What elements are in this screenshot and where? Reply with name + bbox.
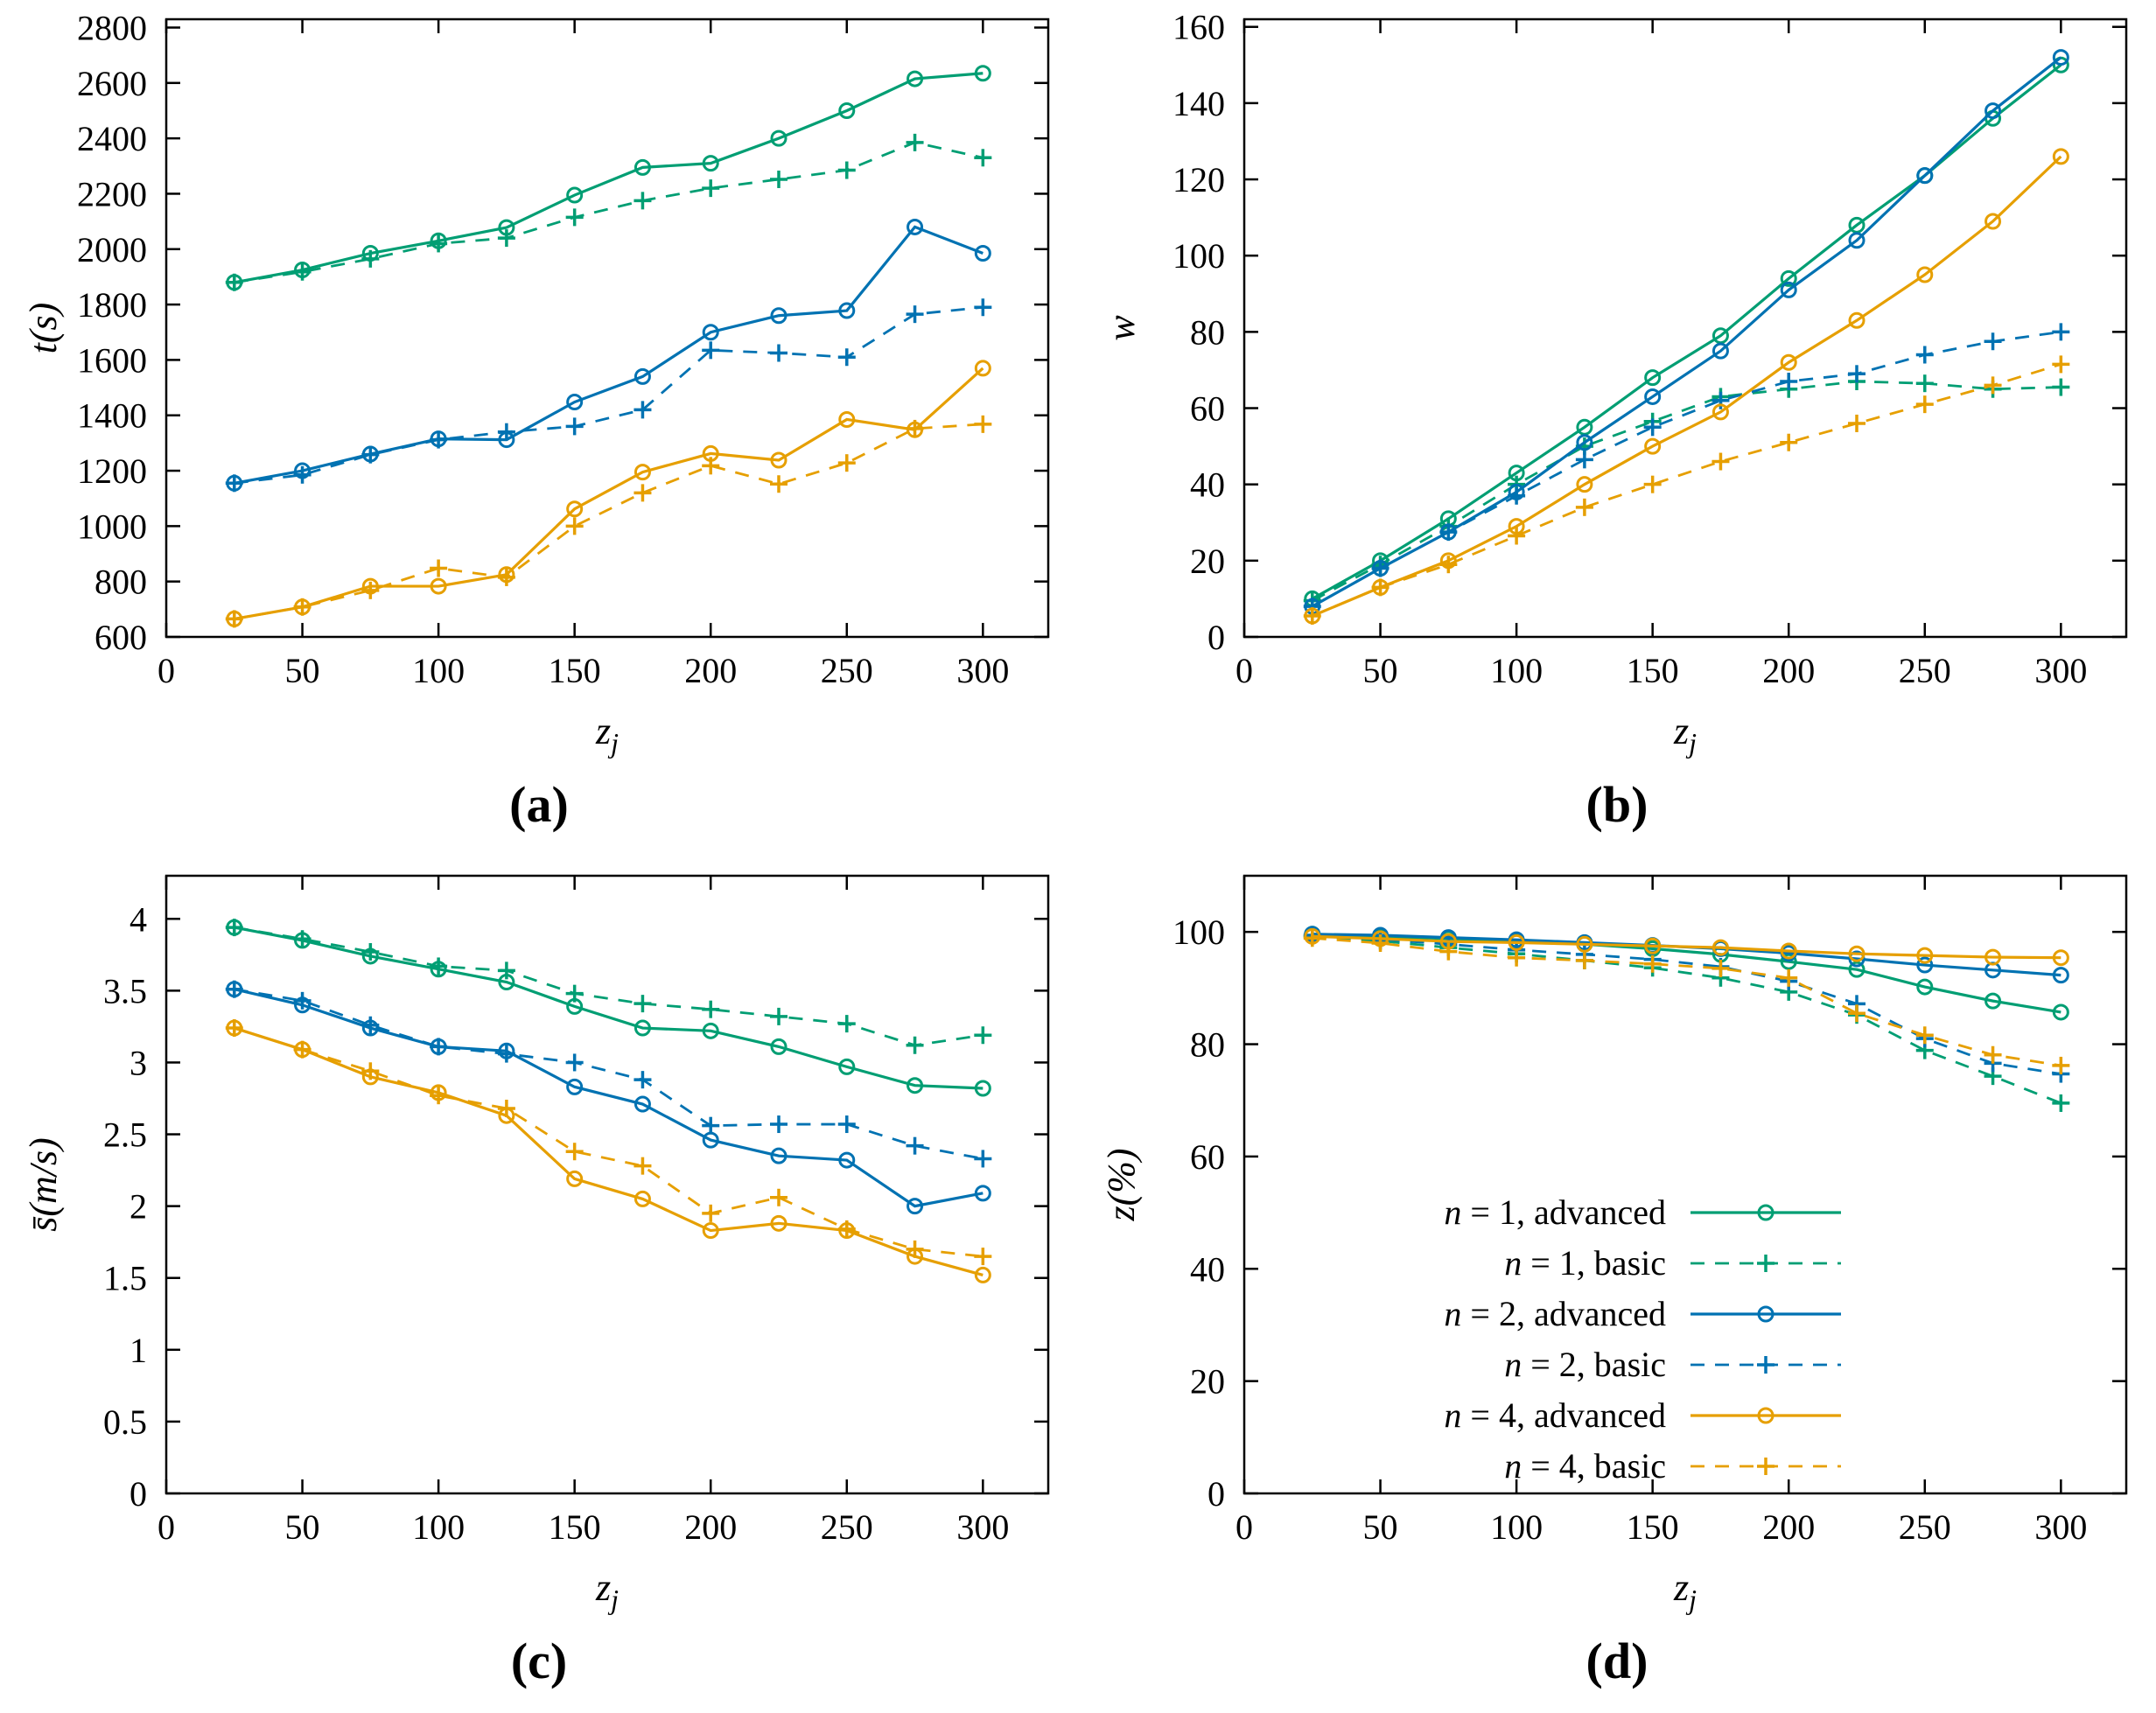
svg-text:2400: 2400	[77, 119, 147, 158]
svg-text:600: 600	[94, 618, 147, 657]
svg-text:1600: 1600	[77, 340, 147, 380]
svg-text:150: 150	[1627, 651, 1679, 690]
svg-text:150: 150	[549, 1507, 601, 1547]
svg-text:100: 100	[1172, 912, 1225, 952]
svg-text:2000: 2000	[77, 230, 147, 269]
panel-c-plot: 0 50 100 150 200 250 300 0 0.5 1 1.5 2 2.5 3 3.5 4 s̄(m/…	[22, 874, 1050, 1615]
svg-text:n = 2, advanced: n = 2, advanced	[1444, 1294, 1666, 1333]
svg-text:50: 50	[285, 651, 320, 690]
panel-d-plot: 0 50 100 150 200 250 300 0 20 40 60 80 100 z(%) zj n = …	[1100, 874, 2128, 1615]
svg-text:n = 4, basic: n = 4, basic	[1504, 1446, 1666, 1486]
svg-text:0: 0	[130, 1474, 147, 1514]
svg-text:0: 0	[158, 1507, 175, 1547]
svg-text:0.5: 0.5	[103, 1402, 147, 1442]
svg-text:100: 100	[1490, 1507, 1543, 1547]
svg-text:1000: 1000	[77, 507, 147, 546]
svg-text:0: 0	[1208, 618, 1225, 657]
svg-text:80: 80	[1190, 1025, 1225, 1065]
svg-text:800: 800	[94, 563, 147, 602]
svg-text:120: 120	[1172, 160, 1225, 199]
svg-text:0: 0	[158, 651, 175, 690]
svg-text:140: 140	[1172, 84, 1225, 123]
svg-text:80: 80	[1190, 312, 1225, 352]
panel-b-caption: (b)	[1586, 776, 1648, 833]
svg-text:300: 300	[2034, 1507, 2087, 1547]
svg-text:200: 200	[684, 651, 737, 690]
svg-text:160: 160	[1172, 8, 1225, 47]
svg-text:40: 40	[1190, 1249, 1225, 1289]
svg-text:100: 100	[412, 1507, 465, 1547]
svg-text:2: 2	[130, 1187, 147, 1227]
svg-text:zj: zj	[595, 1566, 619, 1615]
svg-text:250: 250	[821, 1507, 873, 1547]
svg-text:50: 50	[285, 1507, 320, 1547]
svg-text:z(%): z(%)	[1100, 1148, 1143, 1221]
svg-text:0: 0	[1236, 651, 1253, 690]
svg-text:200: 200	[1762, 651, 1815, 690]
svg-text:s̄(m/s): s̄(m/s)	[22, 1137, 65, 1232]
svg-text:1400: 1400	[77, 396, 147, 436]
svg-text:0: 0	[1208, 1474, 1225, 1514]
panel-a: 0 50 100 150 200 250 300 600 800 1000 1200 1400 1600…	[0, 0, 1078, 856]
svg-text:1.5: 1.5	[103, 1259, 147, 1298]
svg-text:3: 3	[130, 1043, 147, 1082]
svg-text:n = 4, advanced: n = 4, advanced	[1444, 1395, 1666, 1435]
svg-text:1: 1	[130, 1331, 147, 1370]
svg-text:150: 150	[1627, 1507, 1679, 1547]
panel-a-plot: 0 50 100 150 200 250 300 600 800 1000 1200 1400 1600…	[22, 8, 1050, 759]
svg-text:300: 300	[956, 1507, 1009, 1547]
panel-c-caption: (c)	[510, 1633, 568, 1689]
panel-d: 0 50 100 150 200 250 300 0 20 40 60 80 100 z(%) zj n = …	[1078, 856, 2156, 1713]
svg-text:n = 1, advanced: n = 1, advanced	[1444, 1192, 1666, 1232]
svg-text:50: 50	[1363, 1507, 1398, 1547]
svg-text:t(s): t(s)	[22, 303, 65, 354]
panel-b: 0 50 100 150 200 250 300 0 20 40 60 80 100 120 140 160 w…	[1078, 0, 2156, 856]
svg-text:300: 300	[956, 651, 1009, 690]
svg-text:150: 150	[549, 651, 601, 690]
svg-text:50: 50	[1363, 651, 1398, 690]
svg-text:2200: 2200	[77, 174, 147, 213]
svg-text:100: 100	[412, 651, 465, 690]
svg-text:100: 100	[1172, 236, 1225, 276]
svg-text:100: 100	[1490, 651, 1543, 690]
svg-text:zj: zj	[1673, 710, 1697, 759]
svg-text:1800: 1800	[77, 285, 147, 325]
svg-text:0: 0	[1236, 1507, 1253, 1547]
panel-d-caption: (d)	[1586, 1633, 1648, 1689]
svg-text:1200: 1200	[77, 451, 147, 491]
svg-text:250: 250	[1899, 651, 1951, 690]
svg-text:4: 4	[130, 899, 147, 939]
svg-text:60: 60	[1190, 1137, 1225, 1177]
svg-text:250: 250	[1899, 1507, 1951, 1547]
svg-text:250: 250	[821, 651, 873, 690]
svg-text:zj: zj	[595, 710, 619, 759]
svg-text:60: 60	[1190, 389, 1225, 429]
svg-text:200: 200	[684, 1507, 737, 1547]
svg-text:40: 40	[1190, 465, 1225, 505]
svg-text:200: 200	[1762, 1507, 1815, 1547]
svg-text:2600: 2600	[77, 64, 147, 103]
svg-text:300: 300	[2034, 651, 2087, 690]
svg-text:n = 1, basic: n = 1, basic	[1504, 1243, 1666, 1283]
panel-a-caption: (a)	[509, 776, 569, 833]
svg-text:w: w	[1100, 315, 1143, 341]
svg-text:20: 20	[1190, 542, 1225, 581]
svg-text:zj: zj	[1673, 1566, 1697, 1615]
svg-text:2800: 2800	[77, 8, 147, 47]
panel-c: 0 50 100 150 200 250 300 0 0.5 1 1.5 2 2.5 3 3.5 4 s̄(m/…	[0, 856, 1078, 1713]
svg-text:20: 20	[1190, 1362, 1225, 1402]
svg-text:2.5: 2.5	[103, 1115, 147, 1155]
panel-b-plot: 0 50 100 150 200 250 300 0 20 40 60 80 100 120 140 160 w…	[1100, 8, 2128, 759]
svg-text:n = 2, basic: n = 2, basic	[1504, 1345, 1666, 1384]
svg-text:3.5: 3.5	[103, 971, 147, 1010]
